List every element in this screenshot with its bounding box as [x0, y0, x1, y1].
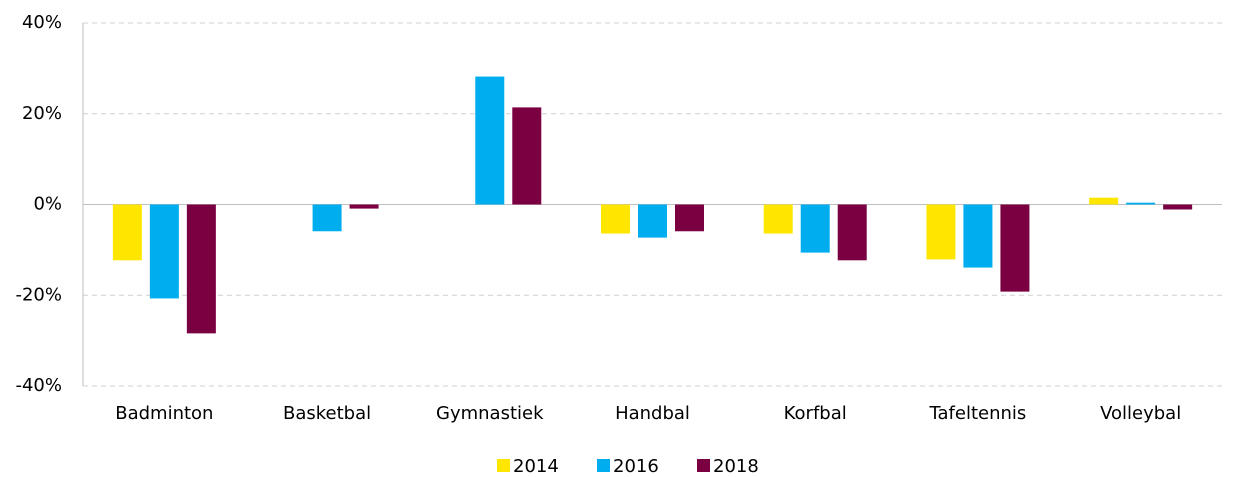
y-tick-label: 20% [22, 103, 62, 124]
legend-label: 2018 [713, 456, 759, 477]
bar [675, 204, 704, 232]
legend-swatch [697, 459, 710, 472]
bar [926, 204, 956, 260]
bar [512, 107, 542, 205]
x-tick-label: Basketbal [283, 403, 371, 424]
x-tick-label: Badminton [115, 403, 213, 424]
y-tick-label: -20% [15, 284, 62, 305]
legend-label: 2016 [613, 456, 659, 477]
bar [601, 204, 630, 234]
legend-swatch [597, 459, 610, 472]
bar [800, 204, 830, 253]
y-tick-label: 40% [22, 12, 62, 33]
y-tick-label: 0% [33, 194, 62, 215]
x-tick-label: Tafeltennis [929, 403, 1027, 424]
bar [837, 204, 867, 261]
x-tick-label: Korfbal [784, 403, 847, 424]
bar [186, 204, 216, 334]
x-tick-label: Handbal [615, 403, 690, 424]
x-tick-label: Volleybal [1100, 403, 1181, 424]
bar [638, 204, 667, 238]
bar [349, 204, 379, 209]
legend-swatch [497, 459, 510, 472]
bar [1163, 204, 1193, 210]
bar [112, 204, 142, 261]
bar [149, 204, 179, 299]
bar [312, 204, 342, 232]
y-tick-label: -40% [15, 375, 62, 396]
legend-label: 2014 [513, 456, 559, 477]
x-tick-label: Gymnastiek [436, 403, 544, 424]
bar [1089, 197, 1119, 205]
bar [475, 76, 505, 205]
bar [963, 204, 993, 268]
bar [1126, 202, 1156, 205]
bar [763, 204, 793, 234]
bar [1000, 204, 1030, 292]
